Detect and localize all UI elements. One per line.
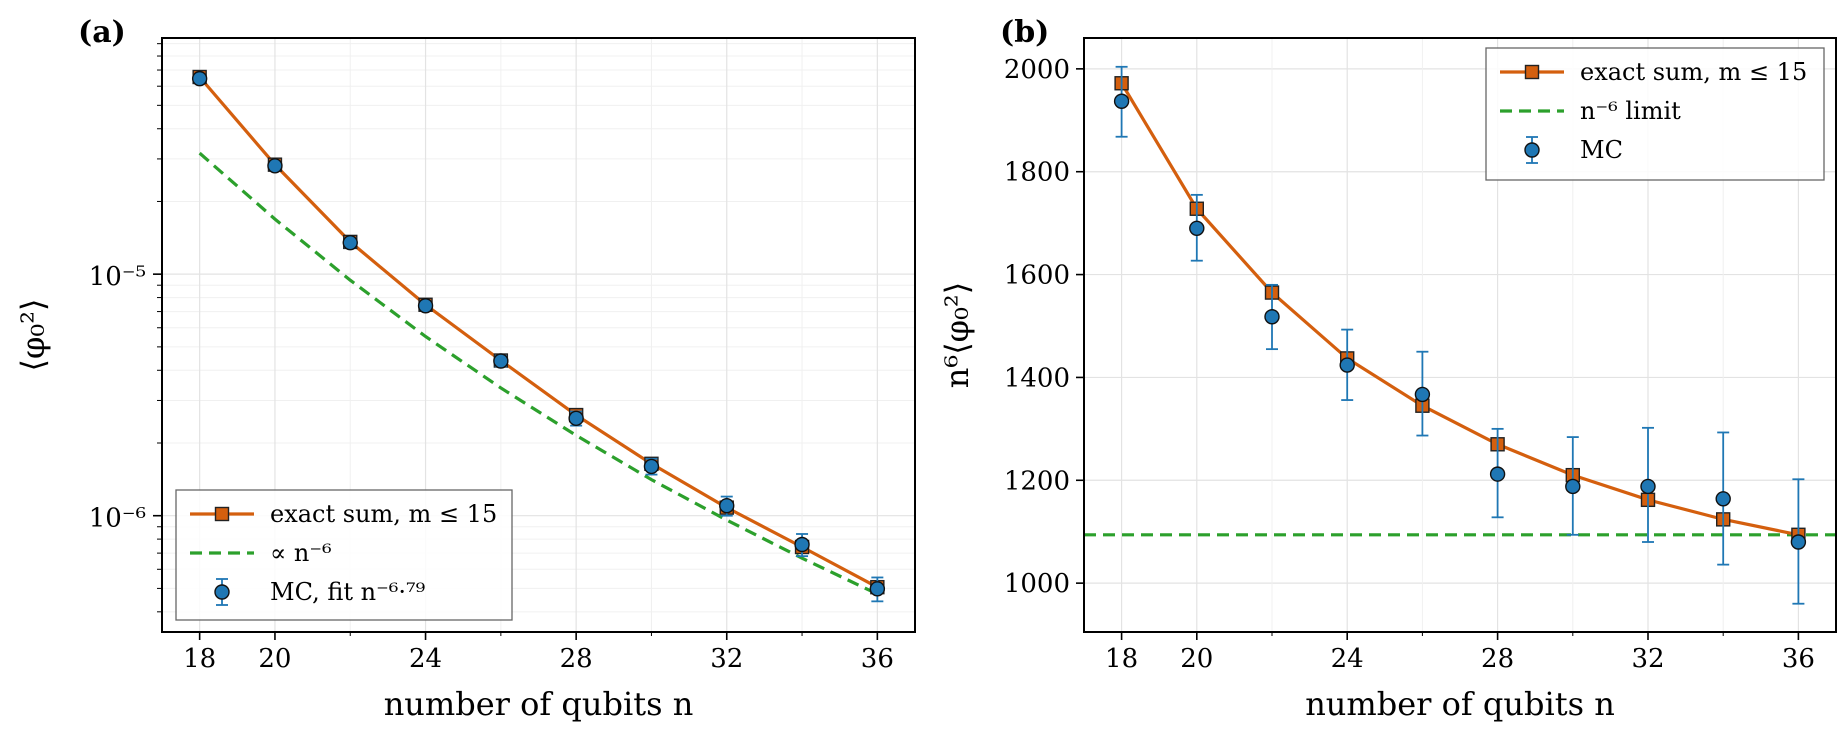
mc-point — [267, 158, 283, 174]
mc-point — [1189, 220, 1205, 236]
x-tick-label: 18 — [183, 644, 216, 674]
x-tick-label: 36 — [1782, 644, 1815, 674]
mc-point — [1565, 478, 1581, 495]
legend: exact sum, m ≤ 15 n⁻⁶ limit MC — [1485, 47, 1825, 181]
mc-point — [493, 353, 509, 369]
x-axis-label: number of qubits n — [1305, 685, 1615, 723]
panel-label: (b) — [1000, 15, 1049, 50]
panel-0: 18 20 24 28 32 36 10⁻⁵ 10⁻⁶ number of qubits n ⟨φ… — [14, 15, 916, 723]
x-tick-label: 20 — [258, 644, 291, 674]
mc-point — [719, 498, 735, 514]
mc-point — [1113, 93, 1130, 109]
panel-label: (a) — [78, 15, 126, 50]
x-tick-label: 24 — [409, 644, 442, 674]
mc-point — [794, 536, 810, 553]
y-tick-label: 1200 — [1004, 466, 1070, 496]
legend-entry-label: ∝ n⁻⁶ — [270, 539, 332, 567]
mc-point — [1339, 357, 1355, 373]
y-tick-label: 10⁻⁵ — [89, 262, 146, 292]
mc-point — [869, 581, 886, 597]
x-tick-label: 32 — [1631, 644, 1664, 674]
y-axis-label: n⁶⟨φ₀²⟩ — [938, 282, 976, 388]
mc-point — [1264, 309, 1280, 325]
mc-point — [342, 234, 358, 251]
legend-entry-label: n⁻⁶ limit — [1580, 97, 1681, 125]
mc-point — [568, 410, 584, 427]
legend-box — [175, 489, 513, 621]
plot-frame — [1083, 37, 1837, 633]
y-tick-label: 10⁻⁶ — [89, 504, 146, 534]
mc-point — [1790, 534, 1807, 550]
x-tick-label: 28 — [560, 644, 593, 674]
x-tick-label: 28 — [1481, 644, 1514, 674]
legend-entry-label: MC, fit n⁻⁶·⁷⁹ — [270, 578, 426, 606]
legend-mc-marker — [1524, 142, 1540, 158]
mc-point — [1414, 386, 1431, 403]
mc-point — [1489, 466, 1506, 482]
x-tick-label: 18 — [1105, 644, 1138, 674]
mc-point — [1715, 491, 1731, 507]
legend-entry-label: MC — [1580, 136, 1623, 164]
x-tick-label: 32 — [710, 644, 743, 674]
y-tick-label: 1000 — [1004, 569, 1070, 599]
y-tick-label: 1800 — [1004, 158, 1070, 188]
x-tick-label: 24 — [1331, 644, 1364, 674]
legend-mc-marker — [214, 584, 230, 600]
series-exact-line — [1120, 82, 1799, 537]
mc-point — [191, 70, 208, 87]
series-limit-line — [198, 151, 879, 596]
legend: exact sum, m ≤ 15 ∝ n⁻⁶ MC, fit n⁻⁶·⁷⁹ — [175, 489, 513, 621]
legend-entry-label: exact sum, m ≤ 15 — [270, 500, 497, 528]
x-axis-label: number of qubits n — [384, 685, 694, 723]
x-tick-label: 20 — [1180, 644, 1213, 674]
mc-point — [417, 298, 434, 314]
series-exact-line — [198, 75, 879, 589]
x-tick-label: 36 — [861, 644, 894, 674]
y-tick-label: 2000 — [1004, 55, 1070, 85]
legend-exact-marker — [1524, 64, 1540, 80]
plot-frame — [161, 37, 916, 633]
panel-1: 18 20 24 28 32 36 1000 1200 1400 1600 1800 2000 numb… — [938, 15, 1837, 723]
legend-exact-marker — [214, 506, 230, 522]
mc-point — [1640, 478, 1656, 495]
y-tick-label: 1400 — [1004, 363, 1070, 393]
y-tick-label: 1600 — [1004, 261, 1070, 291]
legend-entry-label: exact sum, m ≤ 15 — [1580, 58, 1807, 86]
legend-box — [1485, 47, 1825, 181]
mc-point — [643, 458, 660, 475]
y-axis-label: ⟨φ₀²⟩ — [14, 298, 52, 371]
